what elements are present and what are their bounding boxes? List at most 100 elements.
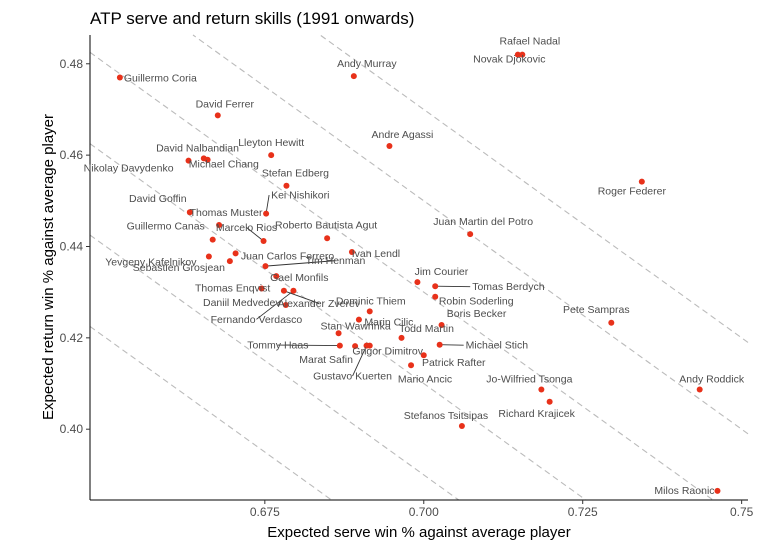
point-label-rafael-nadal: Rafael Nadal	[500, 36, 561, 48]
point-label-stefanos-tsitsipas: Stefanos Tsitsipas	[404, 410, 488, 422]
point-gael-monfils	[273, 273, 280, 280]
leader-line-gustavo-kuerten	[352, 345, 367, 377]
point-label-andy-murray: Andy Murray	[337, 58, 397, 70]
y-axis-ticks: 0.40 0.42 0.44 0.46 0.48	[60, 57, 90, 436]
point-marat-safin	[352, 343, 359, 350]
point-label-lleyton-hewitt: Lleyton Hewitt	[238, 137, 304, 149]
point-stan-wawrinka	[335, 330, 342, 337]
reference-line-5	[319, 34, 749, 343]
point-label-jim-courier: Jim Courier	[415, 266, 469, 278]
leader-line-tommy-haas	[277, 344, 340, 347]
point-marcelo-rios	[260, 238, 267, 245]
point-david-nalbandian	[185, 157, 192, 164]
point-label-gael-monfils: Gael Monfils	[270, 272, 328, 284]
leader-line-marcelo-rios	[246, 227, 264, 242]
point-label-marcelo-rios: Marcelo Rios	[216, 222, 277, 234]
point-label-patrick-rafter: Patrick Rafter	[422, 357, 486, 369]
point-sebastien-grosjean	[226, 258, 233, 265]
chart-title: ATP serve and return skills (1991 onward…	[90, 9, 414, 28]
point-label-stan-wawrinka: Stan Wawrinka	[320, 320, 390, 332]
point-novak-djokovic	[519, 51, 526, 58]
reference-line-2	[89, 143, 587, 501]
point-patrick-rafter	[420, 352, 427, 359]
leader-line-fernando-verdasco	[256, 290, 294, 320]
point-ivan-lendl	[348, 248, 355, 255]
point-stefanos-tsitsipas	[458, 423, 465, 430]
point-tommy-haas	[336, 342, 343, 349]
point-thomas-enqvist	[258, 285, 265, 292]
point-label-tommy-haas: Tommy Haas	[247, 340, 308, 352]
point-label-jo-wilfried-tsonga: Jo-Wilfried Tsonga	[486, 373, 572, 385]
point-label-andy-roddick: Andy Roddick	[679, 373, 745, 385]
y-tick-label: 0.44	[60, 239, 84, 253]
point-roberto-bautista-agut	[324, 235, 331, 242]
point-label-gustavo-kuerten: Gustavo Kuerten	[313, 371, 392, 383]
point-label-boris-becker: Boris Becker	[447, 308, 507, 320]
reference-line-3	[89, 51, 714, 501]
y-tick-label: 0.42	[60, 331, 84, 345]
y-tick-label: 0.40	[60, 422, 84, 436]
point-label-thomas-enqvist: Thomas Enqvist	[195, 283, 270, 295]
point-label-nikolay-davydenko: Nikolay Davydenko	[84, 163, 174, 175]
leader-line-tomas-berdych	[435, 285, 471, 288]
point-todd-martin	[398, 334, 405, 341]
point-kei-nishikori	[263, 210, 270, 217]
point-label-fernando-verdasco: Fernando Verdasco	[211, 314, 303, 326]
point-alexander-zverev	[280, 287, 287, 294]
point-tomas-berdych	[432, 283, 439, 290]
x-tick-label: 0.700	[409, 505, 439, 519]
point-label-kei-nishikori: Kei Nishikori	[271, 190, 329, 202]
leader-line-michael-stich	[439, 344, 464, 346]
point-andre-agassi	[386, 142, 393, 149]
point-label-marin-cilic: Marin Cilic	[364, 317, 413, 329]
point-fernando-verdasco	[290, 287, 297, 294]
point-marin-cilic	[355, 316, 362, 323]
point-nikolay-davydenko	[204, 156, 211, 163]
point-label-sebastien-grosjean: Sebastien Grosjean	[133, 262, 225, 274]
point-stefan-edberg	[283, 182, 290, 189]
point-label-pete-sampras: Pete Sampras	[563, 304, 630, 316]
point-label-juan-martin-del-potro: Juan Martin del Potro	[433, 216, 533, 228]
point-label-daniil-medvedev: Daniil Medvedev	[203, 297, 281, 309]
point-juan-martin-del-potro	[467, 231, 474, 238]
reference-line-1	[89, 234, 460, 501]
point-dominic-thiem	[366, 308, 373, 315]
point-guillermo-coria	[116, 74, 123, 81]
point-tim-henman	[262, 263, 269, 270]
point-yevgeny-kafelnikov	[205, 253, 212, 260]
point-label-roberto-bautista-agut: Roberto Bautista Agut	[275, 219, 377, 231]
point-label-michael-chang: Michael Chang	[189, 158, 259, 170]
point-andy-roddick	[696, 386, 703, 393]
y-tick-label: 0.46	[60, 148, 84, 162]
point-label-yevgeny-kafelnikov: Yevgeny Kafelnikov	[105, 257, 197, 269]
point-label-marat-safin: Marat Safin	[299, 354, 353, 366]
x-axis-title: Expected serve win % against average pla…	[267, 524, 571, 541]
point-mario-ancic	[408, 362, 415, 369]
point-label-ivan-lendl: Ivan Lendl	[352, 248, 400, 260]
y-axis-title: Expected return win % against average pl…	[40, 114, 57, 420]
point-label-robin-soderling: Robin Soderling	[439, 296, 514, 308]
point-daniil-medvedev	[282, 301, 289, 308]
point-labels: Rafael Nadal Novak Djokovic Andy Murray Gui…	[84, 36, 745, 497]
point-jim-courier	[414, 279, 421, 286]
point-david-ferrer	[214, 112, 221, 119]
point-label-todd-martin: Todd Martin	[399, 323, 454, 335]
point-michael-stich	[436, 341, 443, 348]
leader-line-alexander-zverev	[283, 290, 320, 304]
point-label-michael-stich: Michael Stich	[466, 340, 529, 352]
y-tick-label: 0.48	[60, 57, 84, 71]
point-robin-soderling	[432, 293, 439, 300]
point-pete-sampras	[608, 319, 615, 326]
point-label-david-ferrer: David Ferrer	[196, 98, 255, 110]
point-label-novak-djokovic: Novak Djokovic	[473, 54, 545, 66]
point-label-stefan-edberg: Stefan Edberg	[262, 168, 329, 180]
point-jo-wilfried-tsonga	[538, 386, 545, 393]
point-gustavo-kuerten	[363, 342, 370, 349]
x-axis-ticks: 0.675 0.700 0.725 0.75	[250, 500, 754, 519]
point-label-thomas-muster: Thomas Muster	[190, 207, 263, 219]
point-label-richard-krajicek: Richard Krajicek	[498, 408, 575, 420]
point-label-andre-agassi: Andre Agassi	[372, 129, 434, 141]
point-guillermo-canas	[209, 236, 216, 243]
point-label-david-goffin: David Goffin	[129, 193, 187, 205]
